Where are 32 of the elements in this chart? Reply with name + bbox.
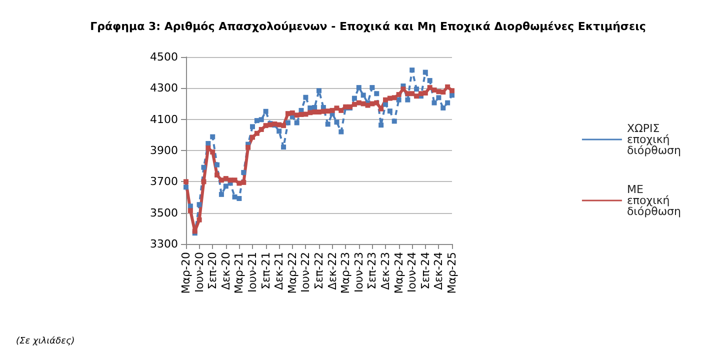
legend-label: ΜΕ εποχική διόρθωση xyxy=(626,183,682,218)
x-tick-label: Ιουν-24 xyxy=(406,252,419,292)
chart-title: Γράφημα 3: Αριθμός Απασχολούμενων - Εποχικά και Μη Εποχικά Διορθωμένες Εκτιμήσεις xyxy=(90,20,646,33)
y-tick-label: 3500 xyxy=(150,206,178,220)
y-tick-label: 3300 xyxy=(150,238,178,250)
x-tick-label: Ιουν-20 xyxy=(192,252,206,292)
y-tick-label: 4500 xyxy=(150,50,178,64)
x-tick-label: Ιουν-22 xyxy=(299,252,312,292)
x-tick-label: Μαρ-23 xyxy=(339,252,352,294)
x-tick-label: Δεκ-23 xyxy=(379,252,392,290)
x-tick-label: Μαρ-25 xyxy=(446,252,458,294)
x-tick-label: Μαρ-22 xyxy=(286,252,299,294)
x-tick-label: Σεπ-23 xyxy=(366,252,379,290)
x-tick-label: Σεπ-21 xyxy=(259,252,272,290)
y-tick-label: 4300 xyxy=(150,82,178,95)
x-tick-label: Μαρ-24 xyxy=(392,252,406,294)
y-tick-label: 3700 xyxy=(150,175,178,188)
x-tick-label: Ιουν-23 xyxy=(352,252,366,292)
x-tick-label: Ιουν-21 xyxy=(246,252,259,292)
x-tick-label: Δεκ-24 xyxy=(432,252,446,290)
x-tick-label: Σεπ-22 xyxy=(312,252,326,290)
x-tick-label: Δεκ-21 xyxy=(272,252,286,290)
x-tick-label: Σεπ-20 xyxy=(206,252,220,290)
x-tick-label: Μαρ-21 xyxy=(232,252,246,294)
y-tick-label: 3900 xyxy=(150,144,178,157)
y-tick-label: 4100 xyxy=(150,112,178,126)
x-tick-label: Σεπ-24 xyxy=(418,252,432,290)
x-tick-label: Μαρ-20 xyxy=(180,252,192,294)
legend-label: ΧΩΡΙΣ εποχική διόρθωση xyxy=(626,122,682,157)
text: (Σε χιλιάδες) xyxy=(16,336,75,346)
x-tick-label: Δεκ-20 xyxy=(219,252,232,290)
x-tick-label: Δεκ-22 xyxy=(326,252,339,290)
